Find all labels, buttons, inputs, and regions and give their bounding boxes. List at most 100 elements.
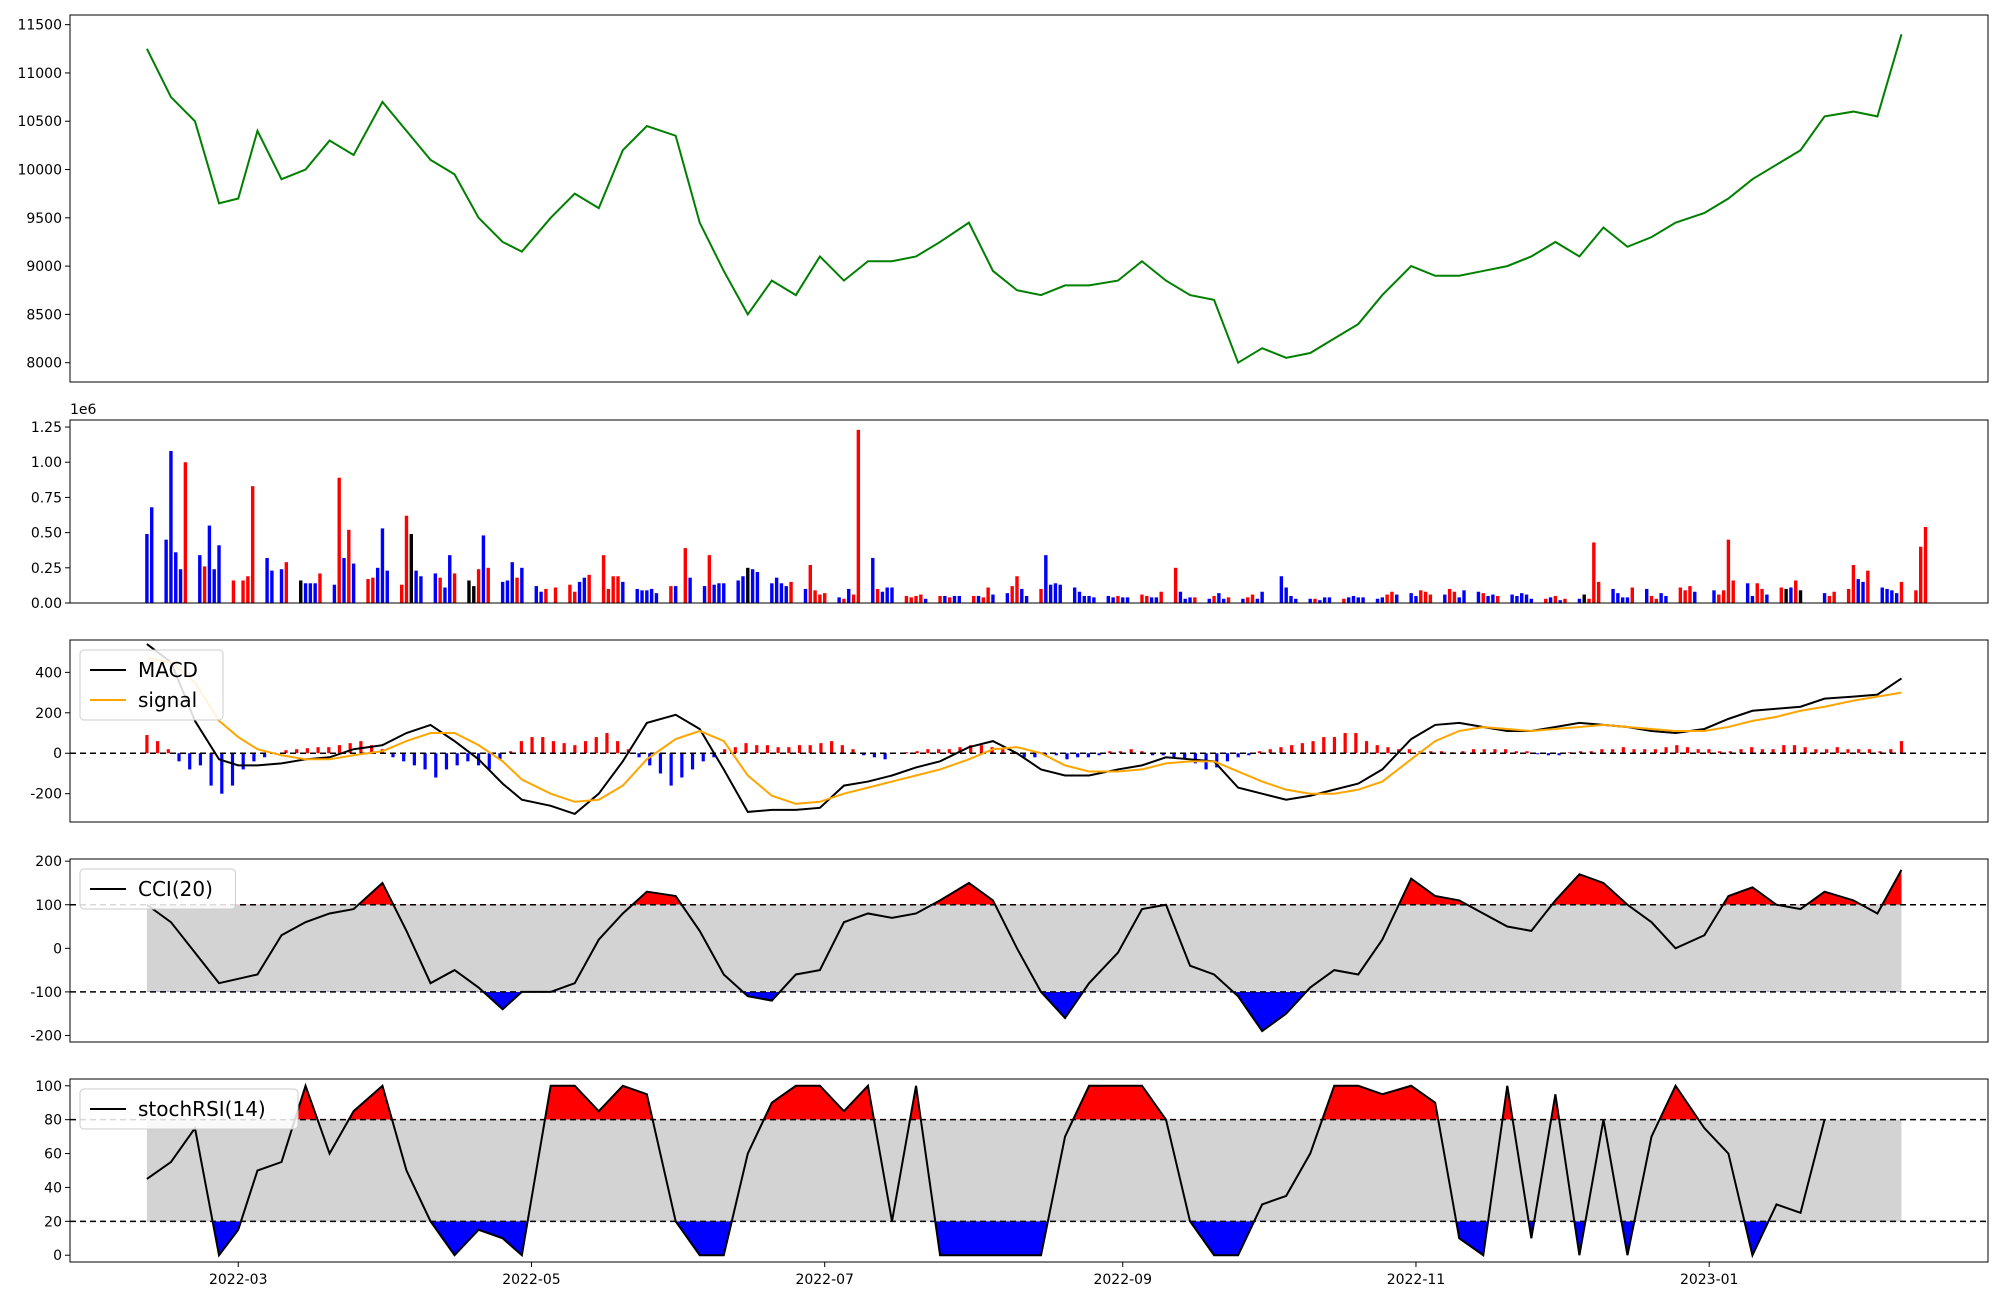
macd-histogram-bar <box>723 749 727 754</box>
macd-histogram-bar <box>1750 747 1754 754</box>
legend-box <box>79 868 236 910</box>
volume-bar <box>375 567 380 603</box>
volume-bar <box>1145 595 1149 603</box>
macd-histogram-bar <box>434 753 438 778</box>
macd-histogram-bar <box>166 749 170 754</box>
volume-bar <box>1452 591 1457 603</box>
volume-bar <box>1861 581 1865 603</box>
macd-histogram-bar <box>1001 749 1005 754</box>
y-tick-label: 400 <box>35 665 62 681</box>
macd-histogram-bar <box>1257 751 1262 754</box>
volume-bar <box>318 573 322 603</box>
y-tick-label: 100 <box>35 1079 62 1095</box>
macd-histogram-bar <box>209 753 213 786</box>
volume-bar <box>308 583 313 603</box>
volume-bar <box>1250 594 1255 603</box>
volume-axes-frame <box>69 419 1989 604</box>
volume-bar <box>1289 595 1293 603</box>
volume-bar <box>1044 555 1048 603</box>
volume-bar <box>1058 584 1062 603</box>
volume-bar <box>299 580 303 603</box>
volume-bar <box>539 591 543 603</box>
macd-histogram-bar <box>1782 745 1786 754</box>
volume-y-axis: 0.00 0.25 0.50 0.75 1.00 1.25 <box>31 420 70 612</box>
macd-histogram-bar <box>1867 749 1871 754</box>
volume-bar <box>640 590 644 603</box>
volume-bar <box>601 555 606 603</box>
cci-y-axis: -200 -100 0 100 200 <box>30 854 70 1044</box>
macd-histogram-bar <box>295 749 299 754</box>
macd-histogram-bar <box>305 748 309 754</box>
volume-bar <box>645 590 649 603</box>
x-tick-label: 2022-03 <box>209 1272 268 1288</box>
macd-histogram-bar <box>1664 747 1668 754</box>
macd-histogram-bar <box>1707 749 1711 754</box>
legend-box <box>79 649 224 721</box>
macd-histogram-bar <box>1375 745 1379 754</box>
macd-histogram-bar <box>348 743 352 754</box>
macd-histogram-bar <box>851 749 855 754</box>
volume-bar <box>1616 593 1620 603</box>
macd-histogram-bar <box>765 745 770 754</box>
macd-histogram-bar <box>1760 749 1764 754</box>
volume-bar <box>1390 591 1394 603</box>
y-tick-label: 9500 <box>26 211 62 227</box>
volume-bar <box>1024 595 1029 603</box>
volume-bars <box>145 429 1928 603</box>
macd-histogram-bar <box>1803 747 1807 754</box>
volume-bar <box>1515 595 1519 603</box>
macd-histogram-bar <box>1043 753 1048 756</box>
volume-bar <box>366 579 370 603</box>
cci-line <box>146 869 1903 1033</box>
volume-bar <box>452 573 457 603</box>
macd-histogram-bar <box>1322 737 1326 754</box>
volume-bar <box>1322 597 1327 603</box>
y-tick-label: 8500 <box>26 307 62 323</box>
volume-bar <box>1005 593 1010 603</box>
macd-histogram-bar <box>872 753 877 758</box>
volume-bar <box>250 486 255 603</box>
macd-histogram-bar <box>937 749 941 754</box>
macd-histogram-bar <box>819 743 823 754</box>
volume-bar <box>1419 590 1423 603</box>
signal-line <box>146 657 1902 805</box>
volume-bar <box>856 429 861 603</box>
stochrsi-oversold-fill <box>146 1221 1769 1256</box>
macd-histogram-bar <box>648 753 652 766</box>
y-tick-label: 0 <box>53 1248 62 1264</box>
macd-histogram-bar <box>562 743 566 754</box>
volume-bar <box>707 555 712 603</box>
volume-bar <box>673 586 678 603</box>
macd-histogram-bar <box>1536 753 1540 755</box>
macd-histogram-bar <box>466 753 470 762</box>
volume-bar <box>472 586 476 603</box>
y-tick-label: 10500 <box>17 114 62 130</box>
macd-histogram-bar <box>541 737 545 754</box>
volume-bar <box>847 588 851 603</box>
macd-histogram-bar <box>1546 753 1551 756</box>
volume-bar <box>1851 564 1856 603</box>
macd-histogram-bar <box>1514 751 1518 754</box>
volume-bar <box>337 477 341 603</box>
macd-histogram-bar <box>1183 753 1187 760</box>
volume-bar <box>1255 598 1260 603</box>
stochrsi-overbought-fill <box>146 1085 1825 1120</box>
volume-bar <box>1356 597 1360 603</box>
volume-bar <box>986 587 990 603</box>
volume-bar <box>414 570 418 603</box>
macd-histogram-bar <box>1696 749 1700 754</box>
volume-bar <box>1342 598 1346 603</box>
volume-bar <box>1592 542 1596 603</box>
macd-histogram-bar <box>262 753 267 758</box>
volume-bar <box>823 593 827 603</box>
volume-bar <box>145 534 149 603</box>
volume-bar <box>150 507 154 603</box>
volume-bar <box>1375 598 1380 603</box>
volume-bar <box>587 574 591 603</box>
volume-bar <box>419 576 423 603</box>
volume-bar <box>635 588 639 603</box>
volume-bar <box>1563 598 1567 603</box>
volume-bar <box>1510 594 1514 603</box>
volume-bar <box>1188 597 1192 603</box>
volume-bar <box>1443 594 1447 603</box>
